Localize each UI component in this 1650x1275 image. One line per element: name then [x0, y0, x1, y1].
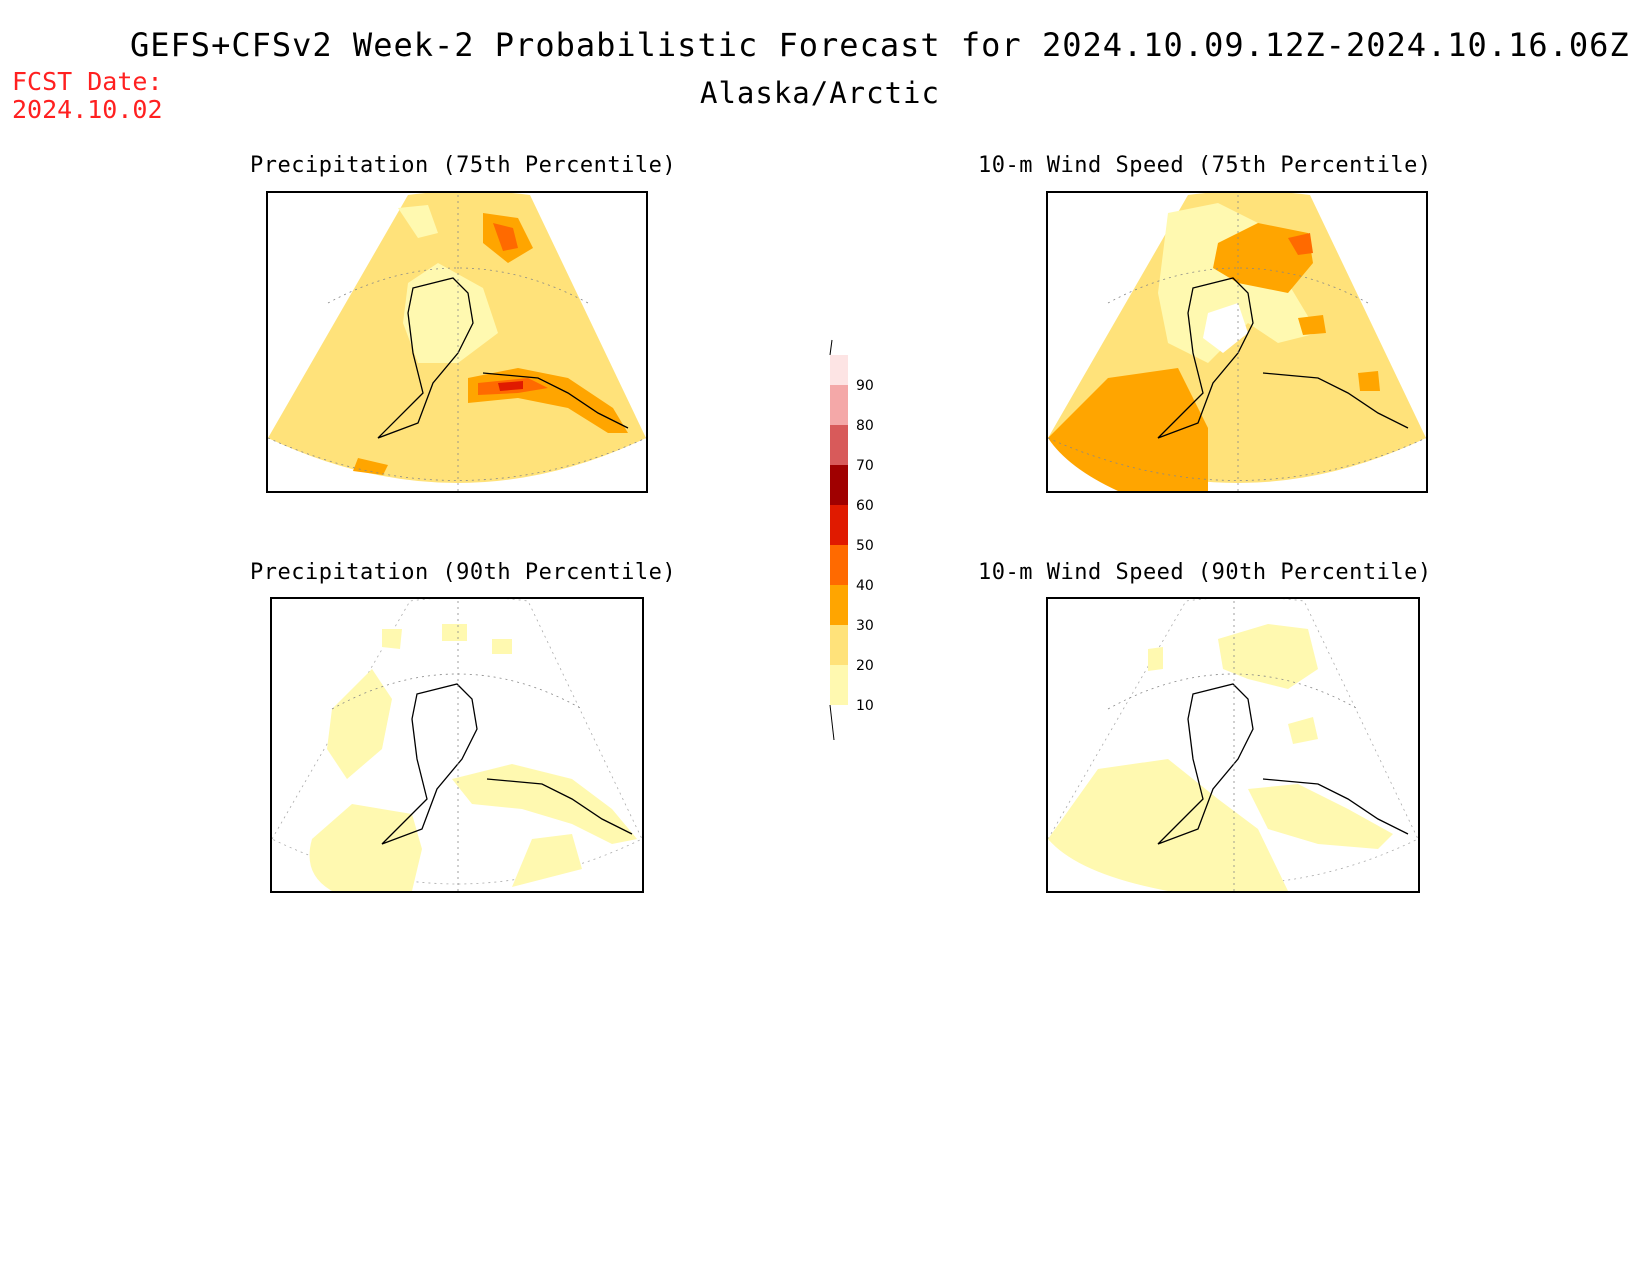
shading-10-20	[452, 764, 637, 844]
map-panel-precip-75	[266, 191, 648, 493]
page-title: GEFS+CFSv2 Week-2 Probabilistic Forecast…	[130, 26, 1630, 64]
coastline	[1157, 683, 1409, 845]
coastline	[377, 277, 629, 439]
swatch-30-40	[830, 585, 848, 625]
shading-50-60	[498, 381, 523, 391]
shading-10-20	[309, 804, 422, 891]
map-panel-precip-90	[270, 597, 644, 893]
colorbar-tick-70: 70	[856, 458, 874, 474]
colorbar-tick-90: 90	[856, 378, 874, 394]
coastline	[381, 683, 633, 845]
wind-75-map	[1048, 193, 1426, 491]
colorbar-tick-60: 60	[856, 498, 874, 514]
panel-title-precip-75: Precipitation (75th Percentile)	[250, 153, 677, 178]
swatch-70-80	[830, 425, 848, 465]
swatch-80-90	[830, 385, 848, 425]
region-subtitle: Alaska/Arctic	[700, 76, 940, 110]
shading-10-20	[398, 205, 438, 238]
precip-90-map	[272, 599, 642, 891]
precip-75-map	[268, 193, 646, 491]
colorbar-tick-50: 50	[856, 538, 874, 554]
panel-title-wind-75: 10-m Wind Speed (75th Percentile)	[978, 153, 1432, 178]
swatch-10-20	[830, 665, 848, 705]
shading-10-20	[1248, 784, 1393, 849]
map-panel-wind-75	[1046, 191, 1428, 493]
swatch-20-30	[830, 625, 848, 665]
shading-40-50	[493, 223, 518, 251]
swatch-50-60	[830, 505, 848, 545]
shading-30-40	[1298, 315, 1326, 335]
shading-10-20	[512, 834, 582, 887]
shading-10-20	[382, 624, 512, 654]
map-panel-wind-90	[1046, 597, 1420, 893]
colorbar-swatches	[829, 339, 848, 741]
forecast-date-label: FCST Date:	[12, 67, 163, 96]
swatch-60-70	[830, 465, 848, 505]
panel-title-wind-90: 10-m Wind Speed (90th Percentile)	[978, 560, 1432, 585]
forecast-date-value: 2024.10.02	[12, 95, 163, 124]
shading-10-20	[403, 263, 498, 363]
colorbar-tick-40: 40	[856, 578, 874, 594]
shading-40-50	[1288, 233, 1313, 255]
shading-10-20	[1218, 624, 1318, 689]
shading-10-20	[1148, 647, 1318, 744]
graticule	[331, 601, 583, 891]
wind-90-map	[1048, 599, 1418, 891]
colorbar-tick-20: 20	[856, 658, 874, 674]
colorbar-tick-30: 30	[856, 618, 874, 634]
graticule	[268, 195, 646, 491]
coastline	[1157, 277, 1409, 439]
forecast-date-block: FCST Date: 2024.10.02	[12, 68, 163, 124]
shading-10-20	[1048, 759, 1288, 891]
shading-below-10	[1203, 303, 1248, 353]
swatch-40-50	[830, 545, 848, 585]
shading-30-40	[1358, 371, 1380, 391]
shading-30-40	[1213, 223, 1313, 293]
graticule	[1107, 601, 1359, 891]
shading-30-40	[1048, 368, 1208, 491]
swatch-90-100	[830, 355, 848, 385]
panel-title-precip-90: Precipitation (90th Percentile)	[250, 560, 677, 585]
graticule	[1048, 195, 1426, 491]
shading-10-20	[327, 669, 392, 779]
shading-30-40	[353, 458, 388, 475]
colorbar-tick-80: 80	[856, 418, 874, 434]
colorbar-tick-10: 10	[856, 698, 874, 714]
colorbar: 90 80 70 60 50 40 30 20 10	[820, 330, 874, 754]
